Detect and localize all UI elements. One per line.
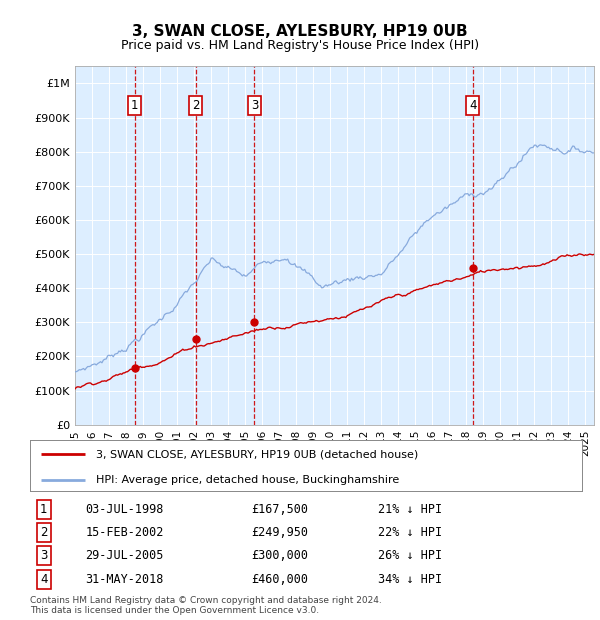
Text: 4: 4 <box>469 99 476 112</box>
Text: Price paid vs. HM Land Registry's House Price Index (HPI): Price paid vs. HM Land Registry's House … <box>121 39 479 52</box>
Text: 34% ↓ HPI: 34% ↓ HPI <box>378 573 442 586</box>
Text: 3, SWAN CLOSE, AYLESBURY, HP19 0UB: 3, SWAN CLOSE, AYLESBURY, HP19 0UB <box>132 24 468 38</box>
Text: 26% ↓ HPI: 26% ↓ HPI <box>378 549 442 562</box>
Text: 03-JUL-1998: 03-JUL-1998 <box>85 503 164 516</box>
Text: 15-FEB-2002: 15-FEB-2002 <box>85 526 164 539</box>
Text: 2: 2 <box>40 526 47 539</box>
Text: 3: 3 <box>251 99 258 112</box>
Text: 4: 4 <box>40 573 47 586</box>
Text: This data is licensed under the Open Government Licence v3.0.: This data is licensed under the Open Gov… <box>30 606 319 616</box>
Text: 31-MAY-2018: 31-MAY-2018 <box>85 573 164 586</box>
Text: 22% ↓ HPI: 22% ↓ HPI <box>378 526 442 539</box>
Text: 3: 3 <box>40 549 47 562</box>
Text: 3, SWAN CLOSE, AYLESBURY, HP19 0UB (detached house): 3, SWAN CLOSE, AYLESBURY, HP19 0UB (deta… <box>96 450 418 459</box>
Text: 1: 1 <box>131 99 139 112</box>
Text: £460,000: £460,000 <box>251 573 308 586</box>
Text: HPI: Average price, detached house, Buckinghamshire: HPI: Average price, detached house, Buck… <box>96 475 400 485</box>
Text: £249,950: £249,950 <box>251 526 308 539</box>
Text: 2: 2 <box>192 99 199 112</box>
Text: 29-JUL-2005: 29-JUL-2005 <box>85 549 164 562</box>
Text: 21% ↓ HPI: 21% ↓ HPI <box>378 503 442 516</box>
Text: £167,500: £167,500 <box>251 503 308 516</box>
Text: Contains HM Land Registry data © Crown copyright and database right 2024.: Contains HM Land Registry data © Crown c… <box>30 596 382 606</box>
Text: 1: 1 <box>40 503 47 516</box>
Text: £300,000: £300,000 <box>251 549 308 562</box>
